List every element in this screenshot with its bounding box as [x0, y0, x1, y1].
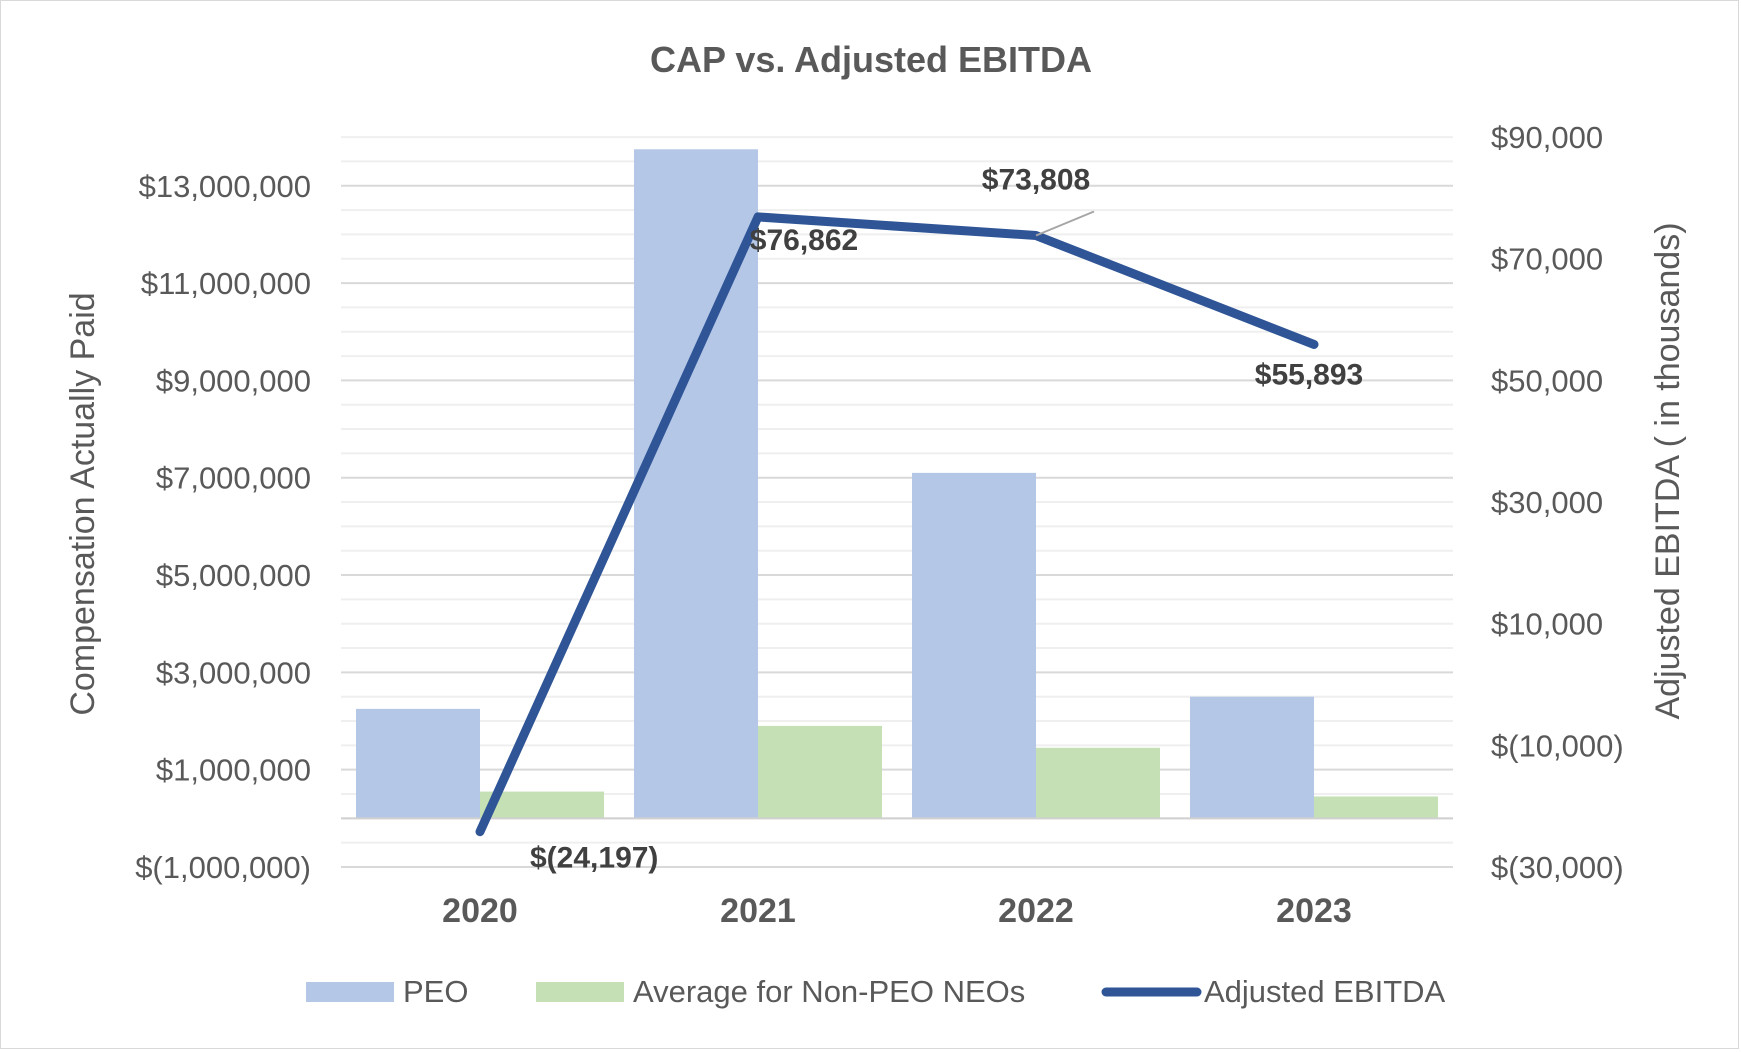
- right-axis-title: Adjusted EBITDA ( in thousands): [1649, 222, 1687, 719]
- right-axis-tick-label: $(30,000): [1491, 850, 1624, 885]
- ebitda-line-series: [475, 212, 1319, 837]
- left-axis-tick-label: $11,000,000: [141, 266, 311, 301]
- left-axis-tick-label: $9,000,000: [156, 363, 311, 398]
- peo-bar: [912, 472, 1036, 819]
- minor-gridlines: [341, 136, 1453, 844]
- ebitda-data-label: $76,862: [750, 224, 858, 257]
- left-axis-tick-label: $7,000,000: [156, 461, 311, 496]
- right-axis-tick-label: $90,000: [1491, 120, 1603, 155]
- ebitda-data-label: $55,893: [1255, 358, 1363, 391]
- left-axis-tick-label: $1,000,000: [156, 753, 311, 788]
- ebitda-line: [475, 212, 1319, 837]
- bars: [356, 149, 1438, 819]
- left-axis-title: Compensation Actually Paid: [64, 292, 102, 715]
- right-axis-tick-label: $10,000: [1491, 607, 1603, 642]
- category-label: 2020: [442, 892, 518, 930]
- non-peo-bar: [1036, 747, 1160, 819]
- ebitda-data-label: $73,808: [982, 164, 1090, 197]
- data-labels: $(24,197) $76,862 $73,808 $55,893: [530, 164, 1363, 875]
- legend-swatch-peo: [306, 982, 394, 1002]
- peo-bar: [1190, 696, 1314, 819]
- legend-swatch-non-peo: [536, 982, 624, 1002]
- leader-lines: [1035, 210, 1095, 237]
- category-labels: 2020 2021 2022 2023: [442, 892, 1352, 930]
- legend-label-peo: PEO: [403, 974, 468, 1009]
- right-axis-ticks: $(30,000) $(10,000) $10,000 $30,000 $50,000 $…: [1491, 120, 1624, 885]
- category-label: 2021: [720, 892, 796, 930]
- left-axis-tick-label: $3,000,000: [156, 655, 311, 690]
- legend-label-ebitda: Adjusted EBITDA: [1204, 974, 1446, 1009]
- right-axis-tick-label: $50,000: [1491, 363, 1603, 398]
- left-axis-ticks: $(1,000,000) $1,000,000 $3,000,000 $5,000,0…: [135, 169, 311, 885]
- category-label: 2022: [998, 892, 1074, 930]
- legend: PEO Average for Non-PEO NEOs Adjusted EB…: [306, 974, 1446, 1009]
- chart-title: CAP vs. Adjusted EBITDA: [650, 39, 1092, 80]
- label-leader-line: [1035, 210, 1095, 237]
- right-axis-tick-label: $30,000: [1491, 485, 1603, 520]
- non-peo-bar: [1314, 796, 1438, 819]
- ebitda-data-label: $(24,197): [530, 842, 658, 875]
- right-axis-tick-label: $(10,000): [1491, 728, 1624, 763]
- non-peo-bar: [758, 725, 882, 819]
- peo-bar: [356, 708, 480, 819]
- right-axis-tick-label: $70,000: [1491, 242, 1603, 277]
- left-axis-tick-label: $(1,000,000): [135, 850, 311, 885]
- category-label: 2023: [1276, 892, 1352, 930]
- legend-label-non-peo: Average for Non-PEO NEOs: [633, 974, 1025, 1009]
- left-axis-tick-label: $13,000,000: [139, 169, 311, 204]
- left-axis-tick-label: $5,000,000: [156, 558, 311, 593]
